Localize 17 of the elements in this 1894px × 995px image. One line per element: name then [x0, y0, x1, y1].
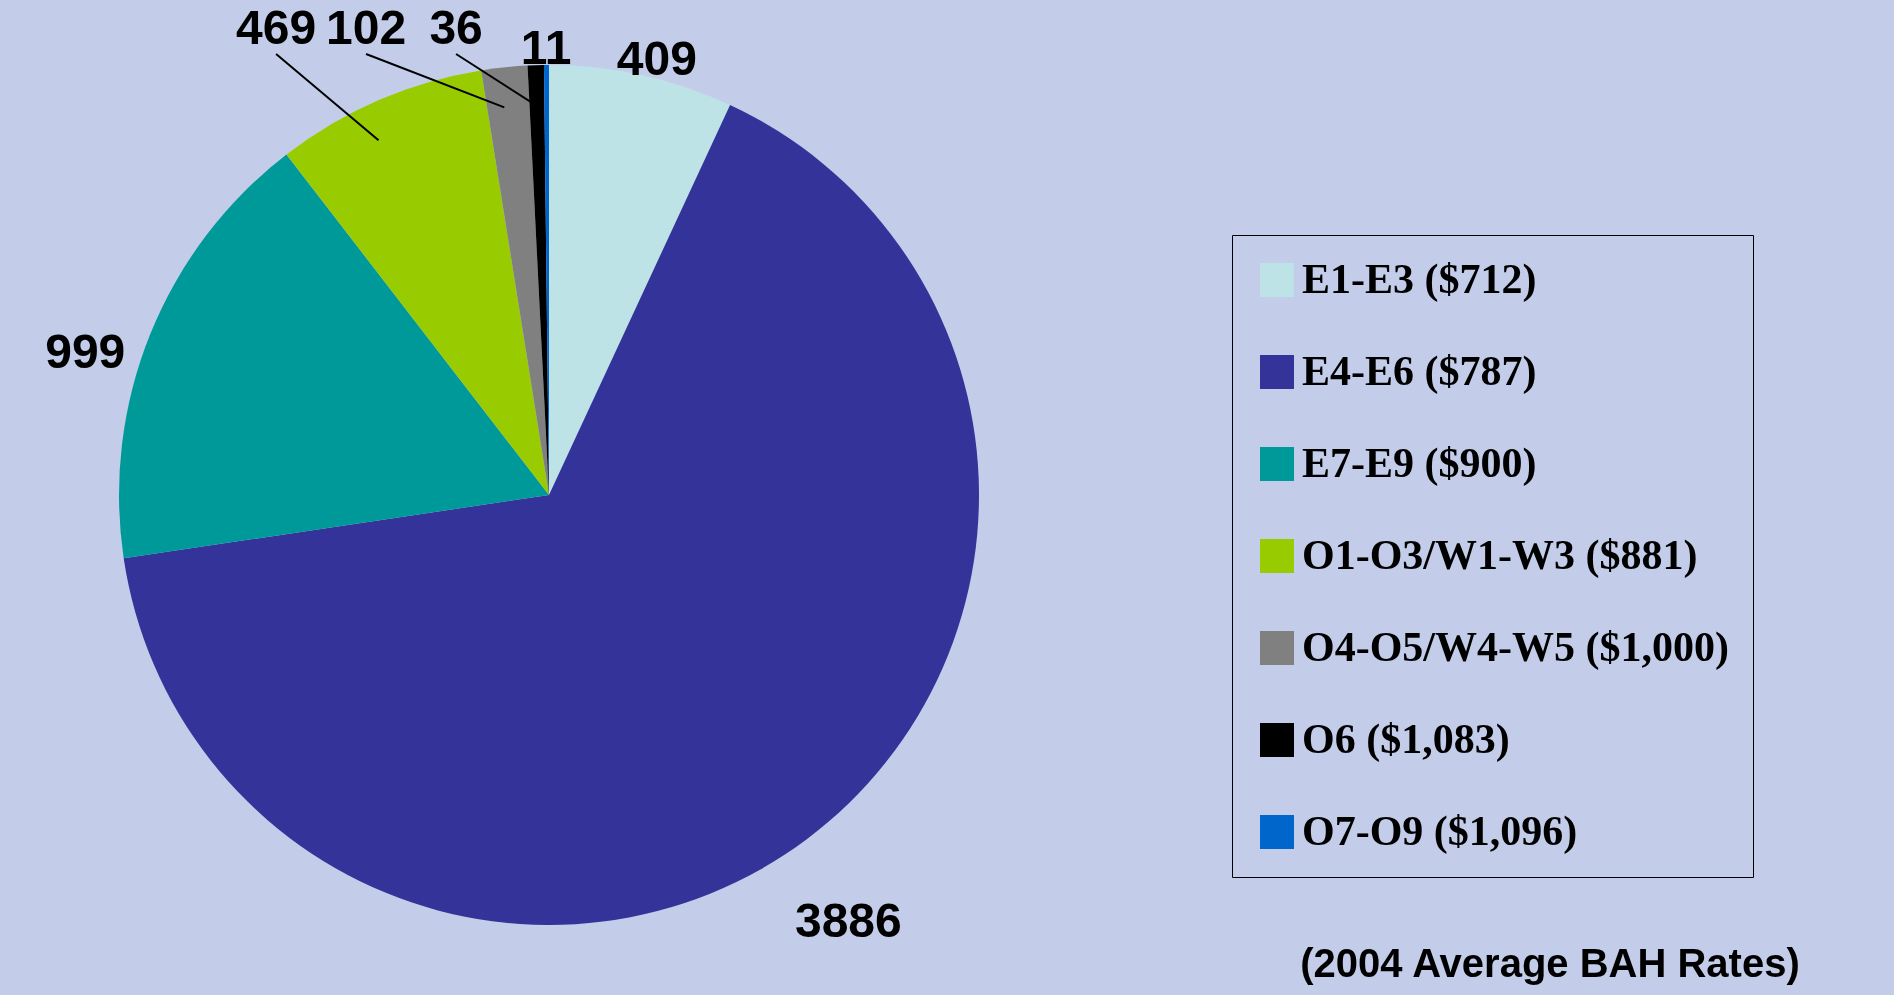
legend-label: E7-E9 ($900) [1302, 440, 1537, 487]
data-label: 11 [520, 21, 572, 75]
legend-label: O7-O9 ($1,096) [1302, 808, 1578, 855]
data-label: 36 [429, 1, 483, 54]
text: (2004 Average BAH Rates) [1300, 941, 1800, 985]
pie-slice [286, 70, 549, 495]
legend-label: O1-O3/W1-W3 ($881) [1302, 532, 1698, 579]
data-label: 409 [616, 32, 697, 86]
legend-label: E4-E6 ($787) [1302, 348, 1537, 395]
legend-label: O6 ($1,083) [1302, 716, 1510, 763]
legend-label: E1-E3 ($712) [1302, 256, 1537, 303]
pie-slice [481, 65, 549, 495]
data-label: 102 [326, 1, 407, 54]
legend-label: O4-O5/W4-W5 ($1,000) [1302, 624, 1729, 671]
data-label: 469 [236, 1, 317, 54]
data-label: 3886 [794, 894, 902, 948]
data-label: 999 [45, 324, 126, 378]
